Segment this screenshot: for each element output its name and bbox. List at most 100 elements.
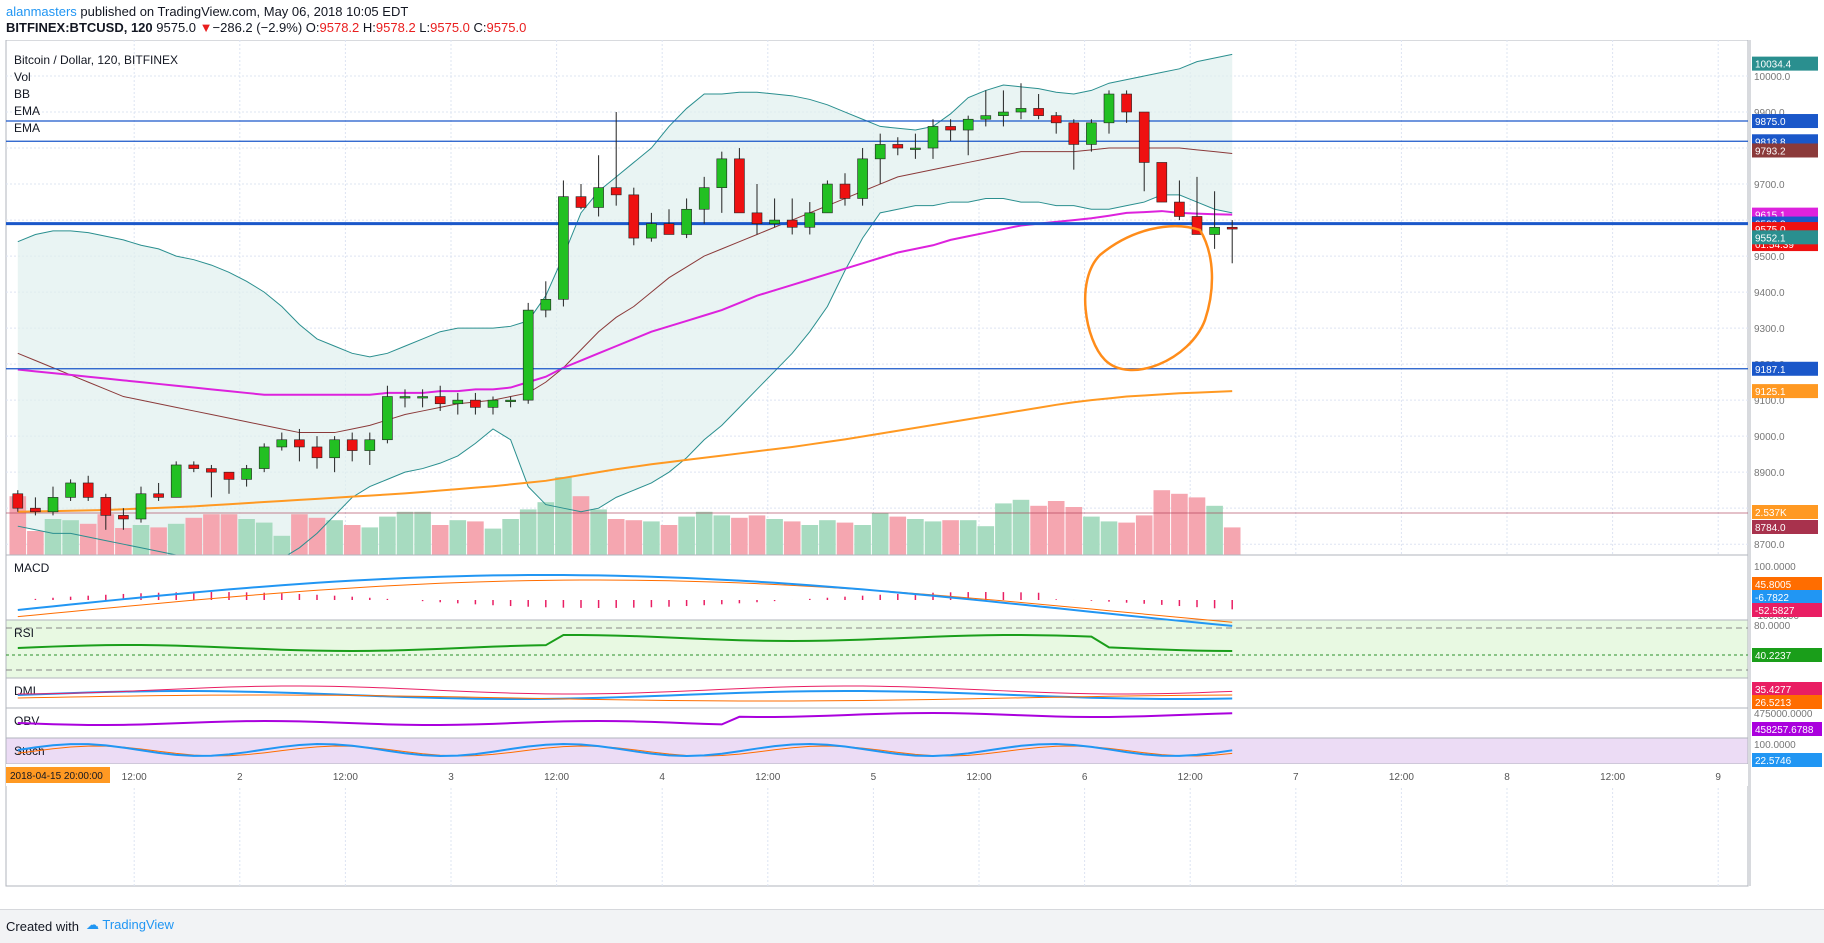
price-label-text: 9875.0 [1755,117,1786,128]
volume-bar [836,522,854,555]
volume-bar [220,514,238,555]
volume-label-text: 8784.0 [1755,523,1786,534]
volume-bar [695,511,713,555]
candle-body [1086,122,1097,145]
candle-body [223,471,235,480]
volume-bar [731,517,748,555]
candle-body [575,196,587,208]
pane-label-obv: OBV [14,714,39,728]
bollinger-fill [17,54,1233,566]
price-labels: 10034.49875.09818.89793.29615.19590.3957… [1752,56,1822,767]
candle-body [241,468,252,480]
candle-body [1050,115,1062,124]
price-label-text: 01:54:39 [1755,240,1794,251]
price-tick-label: 9300.0 [1754,324,1785,335]
candle-body [470,399,481,408]
price-tick-label: 9000.0 [1754,432,1785,443]
candle-body [698,187,710,210]
bollinger-upper-line [17,53,1233,358]
candle-body [65,482,76,498]
candle-body [100,497,112,516]
candle-body [1156,162,1168,203]
candle-body [628,194,640,239]
candle-body [839,183,851,199]
time-tick-label: 9 [1715,772,1721,783]
candle-body [30,507,41,513]
volume-bar [343,525,361,555]
indicator-axis-label: 475000.0000 [1754,709,1813,720]
price-tick-label: 9500.0 [1754,252,1785,263]
author-link[interactable]: alanmasters [6,4,77,19]
volume-bar [819,520,836,555]
close-label: C: [473,20,487,35]
legend-item: BB [14,87,30,101]
bollinger-basis-line [17,147,1233,434]
candles [12,83,1238,530]
publish-line: alanmasters published on TradingView.com… [6,4,408,19]
pane-obv [5,707,1749,739]
indicator-value-text: 45.8005 [1755,580,1792,591]
candle-body [962,118,974,131]
pane-label-macd: MACD [14,561,50,575]
indicator-value-box [1752,695,1822,709]
pane-macd [5,554,1749,621]
time-tick-label: 12:00 [1600,772,1625,783]
volume-bar [1065,507,1083,555]
candle-body [1121,93,1132,113]
volume-bar [607,519,625,555]
volume-bar [467,521,484,555]
volume-bar [959,520,977,555]
price-label-text: 9818.8 [1755,137,1786,148]
indicator-value-text: 22.5746 [1755,756,1792,767]
candle-body [258,446,270,469]
volume-bar [625,520,643,555]
high-value: 9578.2 [375,20,416,35]
candle-body [399,396,411,399]
candle-body [1033,108,1044,116]
volume-bar [590,509,607,555]
candle-body [170,464,182,498]
time-tick-label: 12:00 [122,772,147,783]
candle-body [540,299,552,311]
volume-bar [1188,497,1206,555]
volume-bar [1083,516,1100,555]
volume-bar [431,525,449,555]
volume-bar [1135,515,1153,555]
volume-bar [766,519,783,555]
price-axis[interactable]: 10000.09900.09800.09700.09600.09500.0940… [1749,40,1824,908]
volume-bar [1012,499,1030,555]
indicator-value-text: -6.7822 [1755,593,1789,604]
indicator-value-text: -52.5827 [1755,606,1795,617]
candle-body [998,111,1009,116]
candle-body [910,147,921,150]
time-tick-label: 7 [1293,772,1299,783]
volume-bar [643,521,660,555]
price-tick-label: 8900.0 [1754,468,1785,479]
volume-bar [678,516,695,555]
volume-label-box [1752,505,1818,519]
dmi-minus-line [17,694,1233,702]
bollinger-band-fill [17,54,1233,566]
candle-body [135,493,147,520]
volume-bar [801,525,819,555]
candle-body [118,515,129,520]
tradingview-logo-link[interactable]: ☁ TradingView [86,917,174,932]
time-axis[interactable]: 12:00 2 12:00 3 12:00 4 12:00 5 12:00 6 12:00 7 12:0… [6,764,1748,786]
tradingview-brand: TradingView [102,917,174,932]
volume-bar [854,525,871,555]
volume-bar [255,522,273,555]
volume-bar [115,528,132,555]
volume-bar [414,511,431,555]
price-tick-label: 9400.0 [1754,288,1785,299]
volume-bar [519,509,537,555]
price-label-text: 9793.2 [1755,146,1786,157]
chart-legend: Bitcoin / Dollar, 120, BITFINEX Vol BB E… [14,53,178,135]
legend-item: EMA [14,121,40,135]
volume-bar [555,477,572,555]
open-value: 9578.2 [319,20,360,35]
price-label-box [1752,143,1818,158]
candle-body [892,144,904,149]
low-value: 9575.0 [430,20,470,35]
volume-bar [203,514,220,555]
